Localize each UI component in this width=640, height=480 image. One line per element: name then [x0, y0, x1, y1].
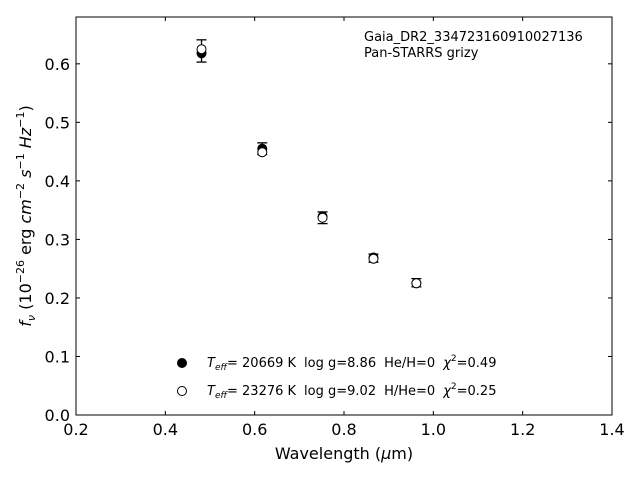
y-tick-label: 0.4 [45, 172, 70, 191]
x-tick-label: 1.4 [599, 420, 624, 439]
x-axis-ticks: 0.2 0.4 0.6 0.8 1.0 1.2 1.4 [63, 17, 625, 439]
x-tick-label: 0.6 [242, 420, 267, 439]
x-tick-label: 0.8 [331, 420, 356, 439]
point-open [411, 278, 422, 289]
x-tick-label: 0.2 [63, 420, 88, 439]
data-points [196, 44, 422, 289]
error-bars [196, 39, 422, 288]
legend-marker-open [177, 386, 187, 396]
y-axis-label: fν (10−26 erg cm−2 s−1 Hz−1) [14, 105, 38, 326]
y-tick-label: 0.2 [45, 289, 70, 308]
point-open [196, 44, 207, 55]
annotation-object-id: Gaia_DR2_334723160910027136 [364, 30, 583, 45]
x-tick-label: 0.4 [153, 420, 178, 439]
point-open [317, 212, 328, 223]
y-axis-ticks: 0.0 0.1 0.2 0.3 0.4 0.5 0.6 [45, 55, 612, 425]
point-open [257, 147, 268, 158]
x-tick-label: 1.2 [510, 420, 535, 439]
y-tick-label: 0.5 [45, 113, 70, 132]
y-tick-label: 0.0 [45, 406, 70, 425]
x-axis-label: Wavelength (μm) [275, 444, 413, 463]
annotation-survey: Pan-STARRS grizy [364, 46, 479, 61]
y-tick-label: 0.3 [45, 230, 70, 249]
x-tick-label: 1.0 [421, 420, 446, 439]
y-tick-label: 0.6 [45, 55, 70, 74]
point-open [368, 253, 379, 264]
y-tick-label: 0.1 [45, 347, 70, 366]
legend-marker-filled [177, 358, 187, 368]
